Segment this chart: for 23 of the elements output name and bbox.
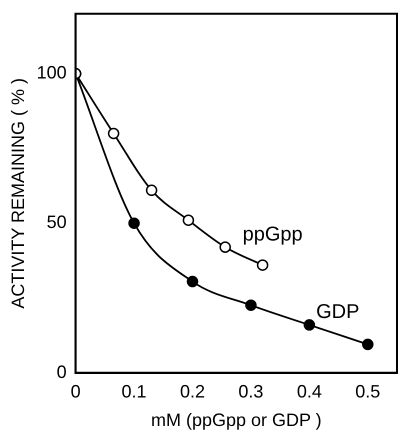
series-label: ppGpp: [242, 224, 303, 246]
point: [219, 241, 231, 253]
x-tick-label: 0.3: [238, 382, 264, 402]
point: [186, 276, 198, 288]
point: [362, 338, 374, 350]
point: [304, 319, 316, 331]
point: [128, 217, 140, 229]
x-tick-label: 0: [70, 382, 81, 402]
y-tick-label: 100: [36, 62, 67, 83]
series-label: GDP: [316, 300, 360, 323]
point: [182, 214, 194, 226]
x-tick-label: 0.5: [355, 382, 380, 402]
point: [108, 128, 120, 140]
x-tick-label: 0.1: [122, 382, 147, 402]
point: [146, 184, 158, 196]
point: [256, 259, 268, 271]
point: [245, 299, 257, 311]
y-tick-label: 0: [56, 362, 67, 382]
x-tick-label: 0.2: [180, 382, 206, 402]
y-tick-label: 50: [46, 212, 67, 232]
x-axis-title: mM (ppGpp or GDP ): [150, 410, 322, 430]
y-axis-title: ACTIVITY REMAINING ( % ): [8, 78, 28, 309]
x-tick-label: 0.4: [296, 382, 322, 402]
